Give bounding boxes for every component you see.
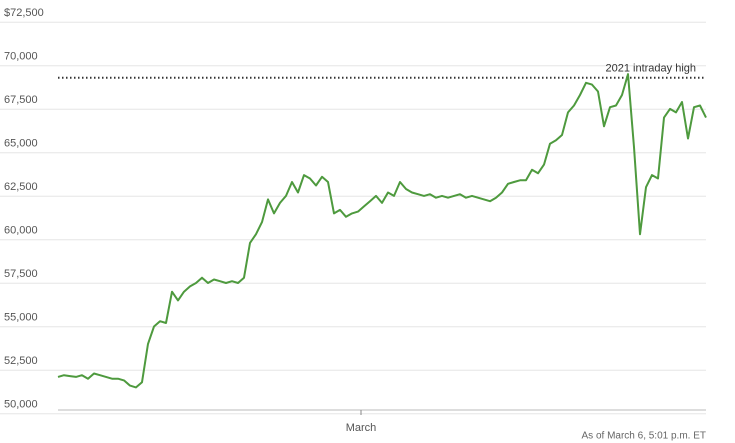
y-tick-label: 57,500: [4, 268, 38, 280]
y-tick-label: 52,500: [4, 355, 38, 367]
reference-label: 2021 intraday high: [605, 63, 696, 75]
y-tick-label: 62,500: [4, 181, 38, 193]
y-tick-label: $72,500: [4, 7, 44, 19]
y-tick-label: 70,000: [4, 51, 38, 63]
y-tick-label: 50,000: [4, 399, 38, 411]
price-line: [57, 73, 707, 389]
y-tick-label: 67,500: [4, 94, 38, 106]
y-tick-label: 65,000: [4, 138, 38, 150]
footnote: As of March 6, 5:01 p.m. ET: [582, 431, 707, 442]
y-tick-label: 60,000: [4, 225, 38, 237]
x-tick-label: March: [346, 422, 377, 434]
y-tick-label: 55,000: [4, 312, 38, 324]
